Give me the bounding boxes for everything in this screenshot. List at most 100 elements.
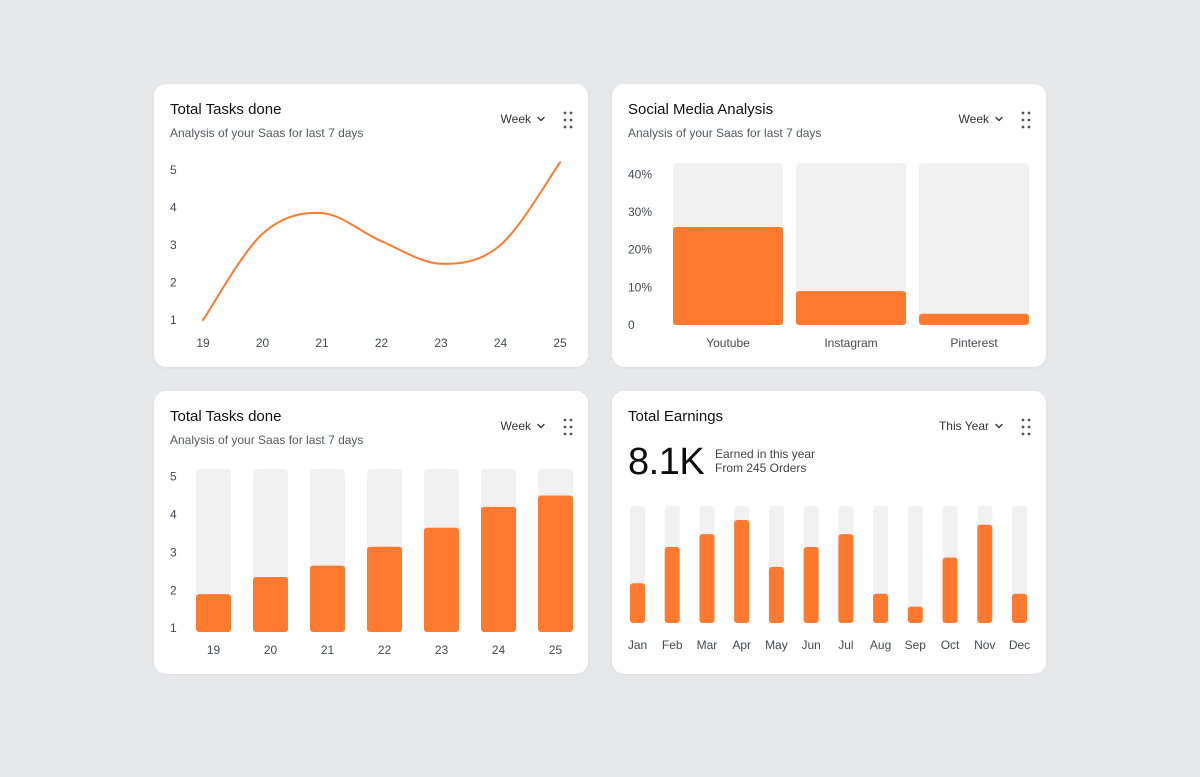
bar-apr: [734, 520, 750, 623]
x-tick-label: 22: [375, 336, 389, 350]
chevron-down-icon: [995, 423, 1003, 429]
x-tick-label: 19: [207, 643, 221, 657]
chevron-down-icon: [537, 423, 545, 429]
social-media-card: Social Media Analysis Analysis of your S…: [612, 84, 1046, 367]
bar-day-25: [538, 495, 573, 632]
bar-instagram: [796, 291, 906, 325]
y-tick-label: 4: [170, 201, 177, 215]
period-dropdown[interactable]: This Year: [939, 419, 1004, 433]
x-tick-label: Feb: [662, 638, 683, 652]
x-tick-label: Aug: [870, 638, 891, 652]
x-tick-label: 23: [434, 336, 448, 350]
card-title: Total Tasks done: [170, 101, 282, 118]
tasks-bar-card: Total Tasks done Analysis of your Saas f…: [154, 391, 588, 674]
x-tick-label: Oct: [941, 638, 960, 652]
x-tick-label: 20: [264, 643, 278, 657]
earnings-bar-chart: Jan Feb Mar Apr May Jun Jul Aug Sep Oct Nov Dec: [628, 506, 1030, 652]
bar-jul: [838, 534, 854, 623]
x-tick-label: 22: [378, 643, 392, 657]
period-dropdown[interactable]: Week: [501, 419, 546, 433]
x-tick-label: Jan: [628, 638, 647, 652]
x-tick-label: 23: [435, 643, 449, 657]
drag-handle-icon[interactable]: [563, 111, 573, 129]
x-tick-label: 21: [321, 643, 335, 657]
bar-aug: [873, 593, 889, 623]
bar-day-19: [196, 594, 231, 632]
x-tick-label: 24: [494, 336, 508, 350]
bar-day-20: [253, 577, 288, 632]
drag-handle-icon[interactable]: [1021, 418, 1031, 436]
x-tick-label: 21: [315, 336, 329, 350]
card-title: Social Media Analysis: [628, 101, 774, 118]
bar-track: [796, 163, 906, 325]
bar-pinterest: [919, 313, 1029, 325]
bar-may: [768, 566, 784, 623]
bar-sep: [907, 606, 923, 623]
x-tick-label: 19: [196, 336, 210, 350]
x-tick-label: Sep: [905, 638, 927, 652]
x-tick-label: Jun: [801, 638, 820, 652]
period-dropdown[interactable]: Week: [959, 112, 1004, 126]
y-tick-label: 3: [170, 238, 177, 252]
social-bar-chart: 40% 30% 20% 10% 0 Youtube Instagram Pinterest: [628, 163, 1029, 350]
bar-jun: [803, 546, 819, 623]
period-dropdown[interactable]: Week: [501, 112, 546, 126]
drag-handle-icon[interactable]: [1021, 111, 1031, 129]
bar-jan: [630, 583, 645, 623]
y-tick-label: 2: [170, 583, 177, 597]
x-tick-label: 25: [549, 643, 563, 657]
bar-day-23: [424, 527, 459, 632]
x-tick-label: Instagram: [824, 336, 877, 350]
y-tick-label: 4: [170, 507, 177, 521]
earnings-note: Earned in this year From 245 Orders: [715, 447, 815, 475]
bar-dec: [1012, 593, 1027, 623]
y-tick-label: 20%: [628, 243, 652, 257]
y-tick-label: 2: [170, 276, 177, 290]
tasks-line-card: Total Tasks done Analysis of your Saas f…: [154, 84, 588, 367]
chevron-down-icon: [995, 116, 1003, 122]
x-tick-label: Dec: [1009, 638, 1030, 652]
bar-day-21: [310, 565, 345, 632]
x-tick-label: 24: [492, 643, 506, 657]
bar-youtube: [673, 227, 783, 325]
drag-handle-icon[interactable]: [563, 418, 573, 436]
card-subtitle: Analysis of your Saas for last 7 days: [628, 126, 822, 140]
card-title: Total Tasks done: [170, 408, 282, 425]
card-subtitle: Analysis of your Saas for last 7 days: [170, 126, 364, 140]
earnings-total: 8.1K: [628, 441, 705, 483]
y-tick-label: 3: [170, 545, 177, 559]
y-tick-label: 30%: [628, 205, 652, 219]
period-label: Week: [500, 419, 531, 433]
card-subtitle: Analysis of your Saas for last 7 days: [170, 433, 364, 447]
x-tick-label: Mar: [697, 638, 718, 652]
x-tick-label: Youtube: [706, 336, 750, 350]
bar-feb: [664, 546, 680, 623]
bar-track: [196, 469, 231, 632]
x-tick-label: May: [765, 638, 788, 652]
card-title: Total Earnings: [628, 408, 724, 425]
period-label: Week: [500, 112, 531, 126]
x-tick-label: Nov: [974, 638, 995, 652]
period-label: This Year: [938, 419, 989, 433]
period-label: Week: [958, 112, 989, 126]
y-tick-label: 1: [170, 313, 177, 327]
bar-day-24: [481, 506, 516, 632]
earnings-card: Total Earnings This Year 8.1K Earned in …: [612, 391, 1046, 674]
bar-nov: [977, 524, 993, 623]
x-tick-label: Pinterest: [950, 336, 998, 350]
bar-track: [907, 506, 923, 623]
earnings-note-line2: From 245 Orders: [715, 461, 807, 475]
x-tick-label: Apr: [732, 638, 751, 652]
y-tick-label: 10%: [628, 280, 652, 294]
bar-mar: [699, 534, 715, 623]
y-tick-label: 1: [170, 621, 177, 635]
bar-track: [919, 163, 1029, 325]
y-tick-label: 0: [628, 318, 635, 332]
x-tick-label: 25: [553, 336, 567, 350]
x-tick-label: 20: [256, 336, 270, 350]
tasks-line-series: [202, 161, 561, 321]
x-tick-label: Jul: [838, 638, 853, 652]
earnings-note-line1: Earned in this year: [715, 447, 816, 461]
